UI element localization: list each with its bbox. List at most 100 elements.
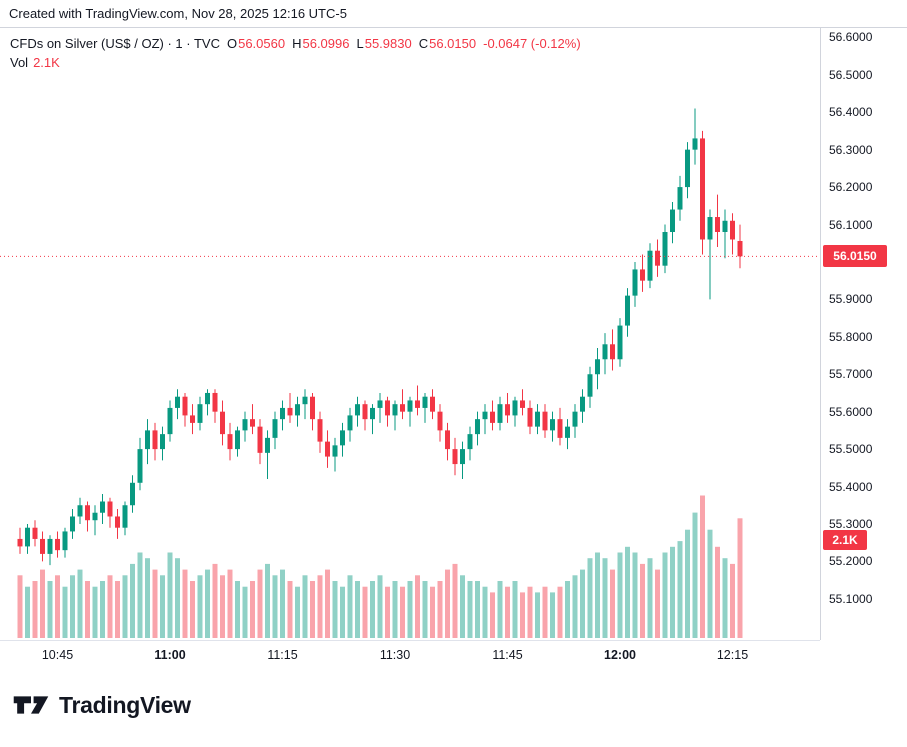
candle-body [77, 505, 83, 517]
volume-bar [392, 581, 398, 638]
chart-legend: CFDs on Silver (US$ / OZ) · 1 · TVC O 56.… [10, 36, 581, 70]
volume-bar [670, 546, 675, 638]
candlestick-chart[interactable] [0, 28, 820, 668]
tradingview-logo-icon[interactable] [12, 690, 50, 720]
volume-bar [610, 569, 615, 638]
volume-bar [715, 546, 720, 638]
candle-body [467, 434, 473, 450]
volume-bar [332, 581, 338, 638]
volume-bar [212, 563, 218, 638]
volume-bar [122, 575, 128, 638]
candle-body [295, 404, 300, 416]
price-axis-label: 56.1000 [829, 217, 873, 232]
volume-bar [632, 552, 638, 638]
volume-bar [572, 575, 578, 638]
candle-body [737, 240, 743, 257]
candle-body [610, 344, 615, 360]
volume-bar [175, 558, 180, 638]
volume-bar [340, 586, 345, 638]
candle-body [227, 434, 233, 450]
volume-bar [235, 581, 240, 638]
volume-bar [520, 592, 525, 638]
volume-bar [40, 569, 45, 638]
candle-body [670, 209, 675, 232]
candle-body [205, 392, 210, 405]
volume-bar [430, 586, 435, 638]
candle-body [580, 396, 585, 412]
brand-name[interactable]: TradingView [59, 691, 191, 718]
time-axis-label: 12:15 [716, 648, 749, 662]
price-axis-label: 56.4000 [829, 105, 873, 120]
candle-body [32, 527, 38, 539]
candle-body [100, 501, 105, 513]
candle-body [55, 538, 60, 551]
candle-body [167, 407, 173, 435]
volume-bar [617, 552, 623, 638]
candle-body [190, 415, 195, 423]
candle-body [377, 400, 383, 408]
candle-body [482, 411, 488, 420]
volume-bar [580, 569, 585, 638]
volume-bar [640, 563, 645, 638]
candle-body [325, 441, 330, 457]
volume-bar [707, 529, 713, 638]
candle-body [152, 430, 158, 450]
price-axis-label: 55.5000 [829, 442, 873, 457]
volume-bar [422, 581, 428, 638]
candle-body [535, 411, 540, 427]
candle-body [505, 404, 510, 416]
candle-body [160, 434, 165, 450]
candle-body [632, 269, 638, 296]
time-axis[interactable]: 10:45 11:00 11:15 11:30 11:45 12:00 12:15 [0, 640, 820, 668]
price-axis[interactable]: 55.1000 55.2000 55.3000 55.4000 55.5000 55.60… [820, 28, 907, 640]
legend-line-ohlc: CFDs on Silver (US$ / OZ) · 1 · TVC O 56.… [10, 36, 581, 51]
candle-body [662, 232, 668, 266]
candle-body [422, 396, 428, 408]
volume-bar [130, 563, 135, 638]
volume-bar [445, 569, 450, 638]
candle-body [220, 411, 225, 435]
price-axis-label: 56.5000 [829, 67, 873, 82]
candle-body [452, 449, 458, 465]
last-price-badge: 56.0150 [823, 245, 887, 268]
candle-body [527, 407, 533, 427]
time-axis-label: 11:00 [154, 648, 186, 662]
candle-body [242, 419, 248, 431]
volume-bar [77, 569, 83, 638]
candle-body [145, 430, 150, 450]
candle-body [70, 516, 75, 532]
candle-body [47, 538, 53, 554]
legend-change: -0.0647 (-0.12%) [483, 36, 581, 51]
candle-body [640, 269, 645, 281]
volume-bar [272, 575, 278, 638]
candle-body [625, 295, 630, 326]
footer: TradingView [0, 668, 907, 720]
candle-body [175, 396, 180, 408]
ohlc-o: O 56.0560 [226, 36, 286, 51]
price-axis-label: 56.3000 [829, 142, 873, 157]
volume-bar [587, 558, 593, 638]
volume-bar [190, 581, 195, 638]
candle-body [197, 404, 203, 423]
candle-body [715, 217, 720, 232]
volume-bar [287, 581, 293, 638]
candle-body [115, 516, 120, 528]
volume-bar [85, 581, 90, 638]
candle-body [550, 419, 555, 431]
volume-bar [355, 581, 360, 638]
candle-body [685, 149, 690, 188]
volume-bar [497, 581, 503, 638]
volume-bar [535, 592, 540, 638]
volume-bar [137, 552, 143, 638]
volume-bar [685, 529, 690, 638]
candle-body [557, 419, 563, 438]
volume-bar [100, 581, 105, 638]
price-axis-label: 55.4000 [829, 479, 873, 494]
candle-body [287, 407, 293, 416]
candle-body [572, 411, 578, 427]
candle-body [497, 404, 503, 423]
volume-bar [25, 586, 30, 638]
price-axis-label: 56.6000 [829, 30, 873, 45]
volume-bar [377, 575, 383, 638]
candle-body [85, 505, 90, 521]
